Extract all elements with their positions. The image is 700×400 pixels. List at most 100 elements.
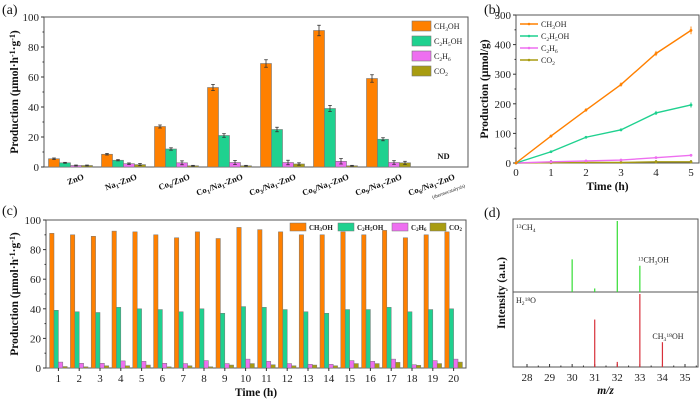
text-run: H	[365, 224, 371, 232]
x-tick-label: 3	[97, 373, 103, 385]
text-run: /Na	[312, 179, 329, 193]
category-group	[340, 231, 359, 369]
y-tick-label: 0	[506, 158, 512, 170]
text-run: Co	[248, 185, 261, 198]
text-run: -1	[8, 236, 17, 243]
legend-swatch-ch3oh	[411, 20, 432, 32]
panel-d-y-axis-title: Intensity (a.u.)	[496, 257, 508, 329]
text-run: 2	[460, 228, 463, 233]
bar-ch3oh	[423, 234, 429, 369]
bar-co2	[374, 363, 380, 369]
x-tick-label: 20	[448, 373, 460, 385]
x-tick-label: 29	[544, 372, 556, 384]
category-label: Na1-ZnO	[104, 171, 139, 193]
bar-c2h5oh	[199, 308, 205, 369]
bar-c2h5oh	[157, 309, 163, 369]
legend-label: C2H5OH	[357, 224, 384, 233]
data-point	[514, 161, 518, 165]
bar-ch3oh	[101, 153, 113, 168]
x-tick-label: 5	[139, 373, 145, 385]
x-tick-label: 4	[653, 167, 659, 179]
bar-c2h5oh	[95, 312, 101, 369]
legend-swatch-ch3oh	[289, 222, 307, 232]
legend-swatch-c2h5oh	[337, 222, 355, 232]
x-tick-label: 8	[201, 373, 207, 385]
x-tick-label: 2	[583, 167, 589, 179]
text-run: 4	[533, 228, 536, 234]
line-c2h6	[515, 154, 692, 164]
bar-ch3oh	[340, 231, 346, 369]
bar-ch3oh	[382, 230, 388, 369]
bar-c2h6	[58, 361, 64, 369]
category-group	[423, 234, 442, 369]
text-run: 5	[448, 42, 451, 48]
text-run: 2	[416, 228, 419, 233]
y-tick-label: 200	[495, 99, 512, 111]
text-run: 9	[365, 189, 370, 196]
legend-label: CO2	[541, 56, 555, 67]
bar-ch3oh	[90, 236, 96, 369]
text-run: ·g	[9, 243, 21, 253]
text-run: 1	[115, 183, 120, 190]
x-tick-label: 33	[634, 372, 646, 384]
data-point	[689, 160, 693, 164]
x-tick-label: 14	[323, 373, 335, 385]
text-run: OH	[372, 224, 383, 232]
x-tick-label: 1	[548, 167, 554, 179]
bar-co2	[270, 364, 276, 369]
data-point	[654, 160, 658, 164]
panel-label-b: (b)	[484, 3, 501, 18]
y-tick-label: 40	[30, 304, 42, 316]
bar-ch3oh	[111, 230, 117, 369]
bar-co2	[249, 363, 255, 369]
text-run: C	[541, 32, 546, 41]
category-group	[154, 124, 199, 168]
y-tick-label: 300	[495, 69, 512, 81]
category-group	[298, 234, 318, 369]
y-tick-label: 80	[28, 42, 40, 54]
data-point	[584, 159, 588, 163]
y-tick-label: 100	[495, 128, 512, 140]
text-run: Co	[354, 185, 367, 198]
legend-label: CO2	[449, 224, 463, 233]
panel-label-c: (c)	[2, 204, 18, 219]
bar-ch3oh	[313, 30, 325, 168]
text-run: /Na	[206, 179, 223, 193]
x-tick-label: 18	[407, 373, 419, 385]
text-run: -ZnO	[222, 171, 244, 187]
x-tick-label: 35	[680, 372, 692, 384]
bar-ch3oh	[49, 233, 55, 369]
text-run: CH	[541, 20, 552, 29]
text-run: -ZnO	[381, 171, 403, 187]
bar-c2h5oh	[365, 309, 371, 369]
text-run: 5	[555, 37, 558, 43]
bar-ch3oh	[366, 78, 378, 168]
text-run: Production (μmol·h	[9, 258, 21, 355]
text-run: OH	[558, 32, 570, 41]
text-run: 6	[555, 49, 558, 55]
text-run: )	[9, 30, 21, 34]
text-run: C	[434, 37, 439, 46]
text-run: 3	[552, 25, 555, 31]
text-run: /ZnO	[169, 171, 192, 187]
category-group	[111, 230, 130, 369]
legend-label: C2H5OH	[434, 37, 462, 48]
bar-ch3oh	[402, 237, 408, 369]
bar-c2h5oh	[282, 309, 288, 369]
bar-ch3oh	[194, 231, 200, 369]
bar-c2h5oh	[324, 312, 330, 369]
text-run: 2	[439, 42, 442, 48]
text-run: Co	[407, 185, 420, 198]
text-run: 13	[638, 256, 644, 262]
text-run: OH	[672, 332, 684, 341]
text-run: -ZnO	[328, 171, 350, 187]
bar-c2h5oh	[112, 159, 124, 168]
panel-a-frame	[43, 16, 469, 168]
y-tick-label: 40	[28, 102, 40, 114]
panel-b-y-axis-title: Production (μmol/g)	[479, 39, 491, 138]
